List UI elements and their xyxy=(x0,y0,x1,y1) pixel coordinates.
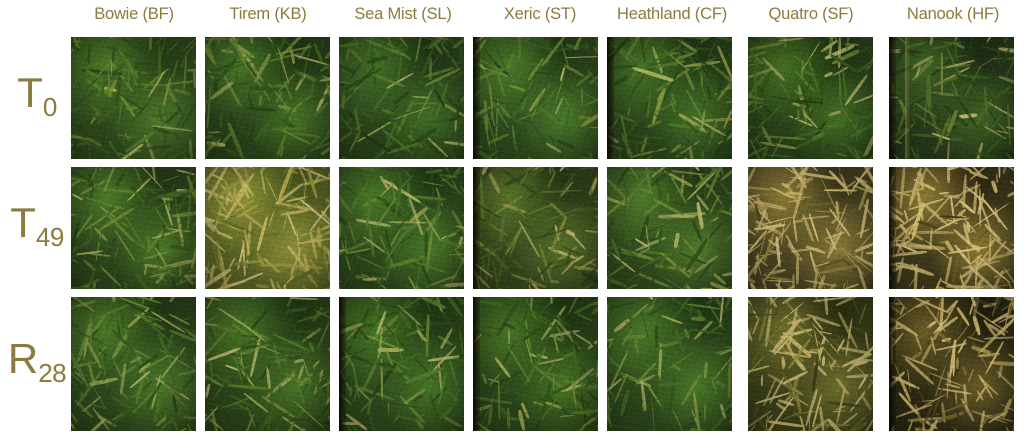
plot-photo-r28-nanook-hf xyxy=(889,297,1014,431)
row-label-t0: T0 xyxy=(6,69,68,121)
turf-canopy xyxy=(607,37,732,159)
turf-canopy xyxy=(889,297,1014,431)
plot-photo-t49-xeric-st xyxy=(473,167,598,289)
row-label-r28: R28 xyxy=(6,335,68,387)
grass-blade-texture xyxy=(339,37,464,159)
column-header-heathland: Heathland (CF) xyxy=(617,5,727,23)
row-label-r28-base: R xyxy=(7,335,39,382)
column-header-quatro: Quatro (SF) xyxy=(768,5,854,23)
plot-photo-t49-bowie-bf xyxy=(71,167,196,289)
plot-photo-r28-xeric-st xyxy=(473,297,598,431)
turf-canopy xyxy=(71,297,196,431)
plot-photo-r28-heathland-cf xyxy=(607,297,732,431)
grass-blade-texture xyxy=(205,167,330,289)
turf-canopy xyxy=(339,167,464,289)
turf-canopy xyxy=(748,167,873,289)
grass-blade-texture xyxy=(205,297,330,431)
column-header-xeric: Xeric (ST) xyxy=(503,5,577,23)
grass-blade-texture xyxy=(473,37,598,159)
plot-photo-t0-tirem-kb xyxy=(205,37,330,159)
turf-canopy xyxy=(205,297,330,431)
row-label-t49: T49 xyxy=(6,199,68,251)
grass-blade-texture xyxy=(748,167,873,289)
turf-canopy xyxy=(339,37,464,159)
grass-blade-texture xyxy=(473,167,598,289)
plot-photo-t49-nanook-hf xyxy=(889,167,1014,289)
grass-blade-texture xyxy=(71,167,196,289)
column-header-nanook: Nanook (HF) xyxy=(906,5,1000,23)
row-label-t0-subscript: 0 xyxy=(42,92,57,122)
plot-photo-t0-nanook-hf xyxy=(889,37,1014,159)
plot-photo-t49-sea-mist-sl xyxy=(339,167,464,289)
turf-canopy xyxy=(71,167,196,289)
plot-photo-t0-sea-mist-sl xyxy=(339,37,464,159)
plot-photo-t0-quatro-sf xyxy=(748,37,873,159)
turf-canopy xyxy=(607,167,732,289)
grass-blade-texture xyxy=(889,37,1014,159)
column-header-tirem: Tirem (KB) xyxy=(229,5,307,23)
plot-photo-t0-xeric-st xyxy=(473,37,598,159)
turf-canopy xyxy=(473,37,598,159)
plot-photo-t49-tirem-kb xyxy=(205,167,330,289)
plot-photo-r28-sea-mist-sl xyxy=(339,297,464,431)
row-label-t49-base: T xyxy=(10,199,36,246)
turf-canopy xyxy=(71,37,196,159)
grass-blade-texture xyxy=(607,37,732,159)
grass-blade-texture xyxy=(748,297,873,431)
turf-canopy xyxy=(748,297,873,431)
turf-canopy xyxy=(205,167,330,289)
turf-canopy xyxy=(473,167,598,289)
grass-blade-texture xyxy=(71,297,196,431)
grass-blade-texture xyxy=(71,37,196,159)
turf-canopy xyxy=(205,37,330,159)
column-header-sea-mist: Sea Mist (SL) xyxy=(354,5,452,23)
plot-photo-t49-quatro-sf xyxy=(748,167,873,289)
plot-photo-r28-bowie-bf xyxy=(71,297,196,431)
row-label-r28-subscript: 28 xyxy=(38,358,67,388)
grass-blade-texture xyxy=(339,297,464,431)
plot-photo-r28-quatro-sf xyxy=(748,297,873,431)
plot-photo-r28-tirem-kb xyxy=(205,297,330,431)
grass-blade-texture xyxy=(889,167,1014,289)
grass-blade-texture xyxy=(473,297,598,431)
row-label-t49-subscript: 49 xyxy=(35,222,64,252)
plot-photo-t0-heathland-cf xyxy=(607,37,732,159)
grass-blade-texture xyxy=(889,297,1014,431)
column-header-bowie: Bowie (BF) xyxy=(94,5,174,23)
turf-canopy xyxy=(473,297,598,431)
turf-canopy xyxy=(607,297,732,431)
plot-photo-t49-heathland-cf xyxy=(607,167,732,289)
turf-canopy xyxy=(889,167,1014,289)
turf-canopy xyxy=(748,37,873,159)
grass-blade-texture xyxy=(607,297,732,431)
grass-blade-texture xyxy=(205,37,330,159)
grass-blade-texture xyxy=(607,167,732,289)
turf-canopy xyxy=(339,297,464,431)
plot-photo-t0-bowie-bf xyxy=(71,37,196,159)
grass-blade-texture xyxy=(339,167,464,289)
row-label-t0-base: T xyxy=(17,69,43,116)
turf-canopy xyxy=(889,37,1014,159)
grass-blade-texture xyxy=(748,37,873,159)
